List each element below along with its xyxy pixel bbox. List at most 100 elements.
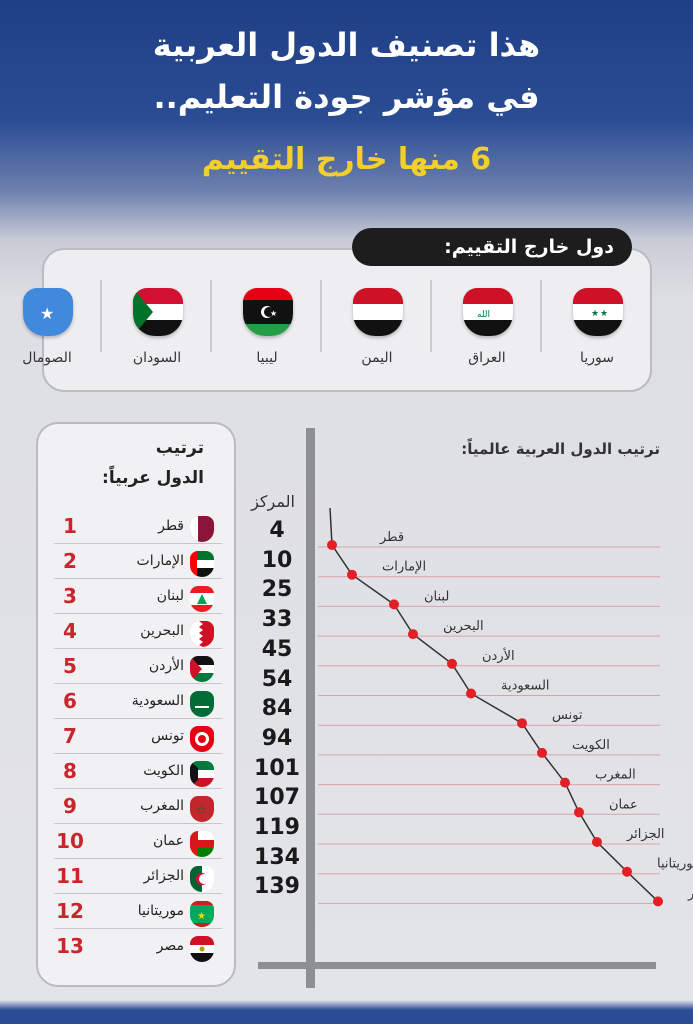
country-name: تونس [151,728,184,744]
arab-ranking-title-1: ترتيب [155,438,204,458]
ranking-line [329,507,659,902]
ranking-point [447,658,457,669]
rank-number: 6 [63,689,77,713]
country-name: الجزائر [143,868,184,884]
position-column-header: المركز [251,492,295,511]
ranking-point [389,599,399,610]
libya-flag-icon: ★ [243,288,293,336]
divider [100,280,102,352]
out-country-name: السودان [132,350,182,366]
position-value: 25 [261,577,293,603]
arab-ranking-title-2: الدول عربياً: [102,468,204,488]
svg-text:☆: ☆ [196,803,207,817]
divider [320,280,322,352]
country-name: مصر [156,938,184,954]
country-name: عمان [153,833,184,849]
country-label: الكويت [572,738,610,753]
ranking-row: 8 الكويت [50,757,226,791]
syria-flag-icon: ★ ★ [573,288,623,336]
global-ranking-title: ترتيب الدول العربية عالمياً: [461,440,660,458]
arab-ranking-panel: ترتيب الدول عربياً: 1 قطر 2 الإمارات 3 لبنا… [36,422,236,987]
mauritania-flag-icon: ★ [190,901,214,927]
row-divider [54,858,222,859]
svg-text:★: ★ [40,304,54,323]
ranking-point [574,807,584,818]
chart-horizontal-axis [258,962,656,969]
row-divider [54,718,222,719]
svg-text:الله: الله [477,310,490,320]
rank-number: 1 [63,514,77,538]
country-name: الكويت [143,763,184,779]
out-country-name: ليبيا [256,350,278,366]
row-divider [54,648,222,649]
country-label: قطر [379,530,404,545]
position-value: 134 [254,844,300,870]
out-country-name: اليمن [361,350,393,366]
svg-text:★: ★ [197,911,206,922]
country-label: البحرين [443,619,484,634]
country-label: لبنان [424,589,449,604]
divider [540,280,542,352]
ranking-row: 1 قطر [50,512,226,546]
lebanon-flag-icon [190,586,214,612]
row-divider [54,928,222,929]
ranking-row: 2 الإمارات [50,547,226,581]
country-name: موريتانيا [137,903,184,919]
out-country-name: سوريا [580,350,614,366]
position-value: 107 [254,785,300,811]
position-value: 33 [261,607,293,633]
saudi-flag-icon [190,691,214,717]
rank-number: 13 [56,934,84,958]
out-country-name: الصومال [22,350,72,366]
rank-number: 3 [63,584,77,608]
uae-flag-icon [190,551,214,577]
rank-number: 8 [63,759,77,783]
header-banner: هذا تصنيف الدول العربية في مؤشر جودة الت… [0,0,693,210]
ranking-point [592,837,602,847]
out-of-ranking-panel: ★ ★ سوريا الله العراق اليمن ★ ليبيا السود… [22,248,652,392]
rank-number: 9 [63,794,77,818]
ranking-row: 4 البحرين [50,617,226,651]
ranking-row: 10 عمان [50,827,226,861]
row-divider [54,683,222,684]
country-label: مصر [687,886,693,901]
ranking-row: 13 مصر [50,932,226,966]
row-divider [54,613,222,614]
svg-text:★: ★ [600,309,608,319]
ranking-point [517,718,527,729]
rank-number: 11 [56,864,84,888]
country-label: السعودية [501,679,550,694]
country-label: الأردن [482,647,515,664]
position-value: 119 [254,815,300,840]
svg-text:★: ★ [591,309,599,319]
ranking-point [327,540,337,550]
ranking-row: 9 المغرب ☆ [50,792,226,826]
country-name: الإمارات [136,553,184,569]
divider [210,280,212,352]
egypt-flag-icon [190,936,214,962]
ranking-row: 12 موريتانيا ★ [50,897,226,931]
ranking-row: 11 الجزائر [50,862,226,896]
rank-number: 12 [56,899,84,923]
svg-text:★: ★ [270,309,277,318]
divider [430,280,432,352]
position-value: 45 [261,636,293,662]
country-label: عمان [609,797,638,812]
ranking-point [560,777,570,788]
country-label: الجزائر [626,827,665,842]
row-divider [54,543,222,544]
qatar-flag-icon [190,516,214,542]
rank-number: 2 [63,549,77,573]
rank-number: 5 [63,654,77,678]
rank-number: 7 [63,724,77,748]
country-label: تونس [552,708,583,723]
country-label: موريتانيا [657,857,693,872]
out-country-name: العراق [468,350,506,366]
position-value: 84 [261,696,293,722]
tunisia-flag-icon [190,726,214,752]
country-label: المغرب [595,768,636,783]
ranking-point [408,629,418,640]
position-value: 94 [261,725,293,751]
ranking-point [537,747,547,758]
row-divider [54,578,222,579]
